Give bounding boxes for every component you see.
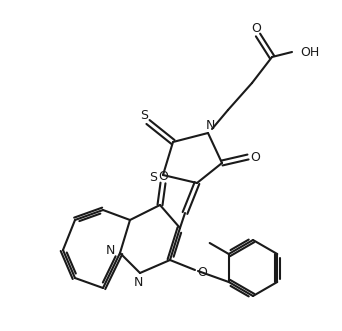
Text: O: O — [158, 169, 168, 182]
Text: O: O — [250, 151, 260, 164]
Text: OH: OH — [300, 45, 319, 59]
Text: S: S — [140, 109, 148, 121]
Text: N: N — [133, 276, 143, 290]
Text: O: O — [197, 266, 207, 279]
Text: N: N — [205, 118, 215, 131]
Text: N: N — [105, 245, 115, 258]
Text: O: O — [251, 22, 261, 34]
Text: S: S — [149, 170, 157, 183]
